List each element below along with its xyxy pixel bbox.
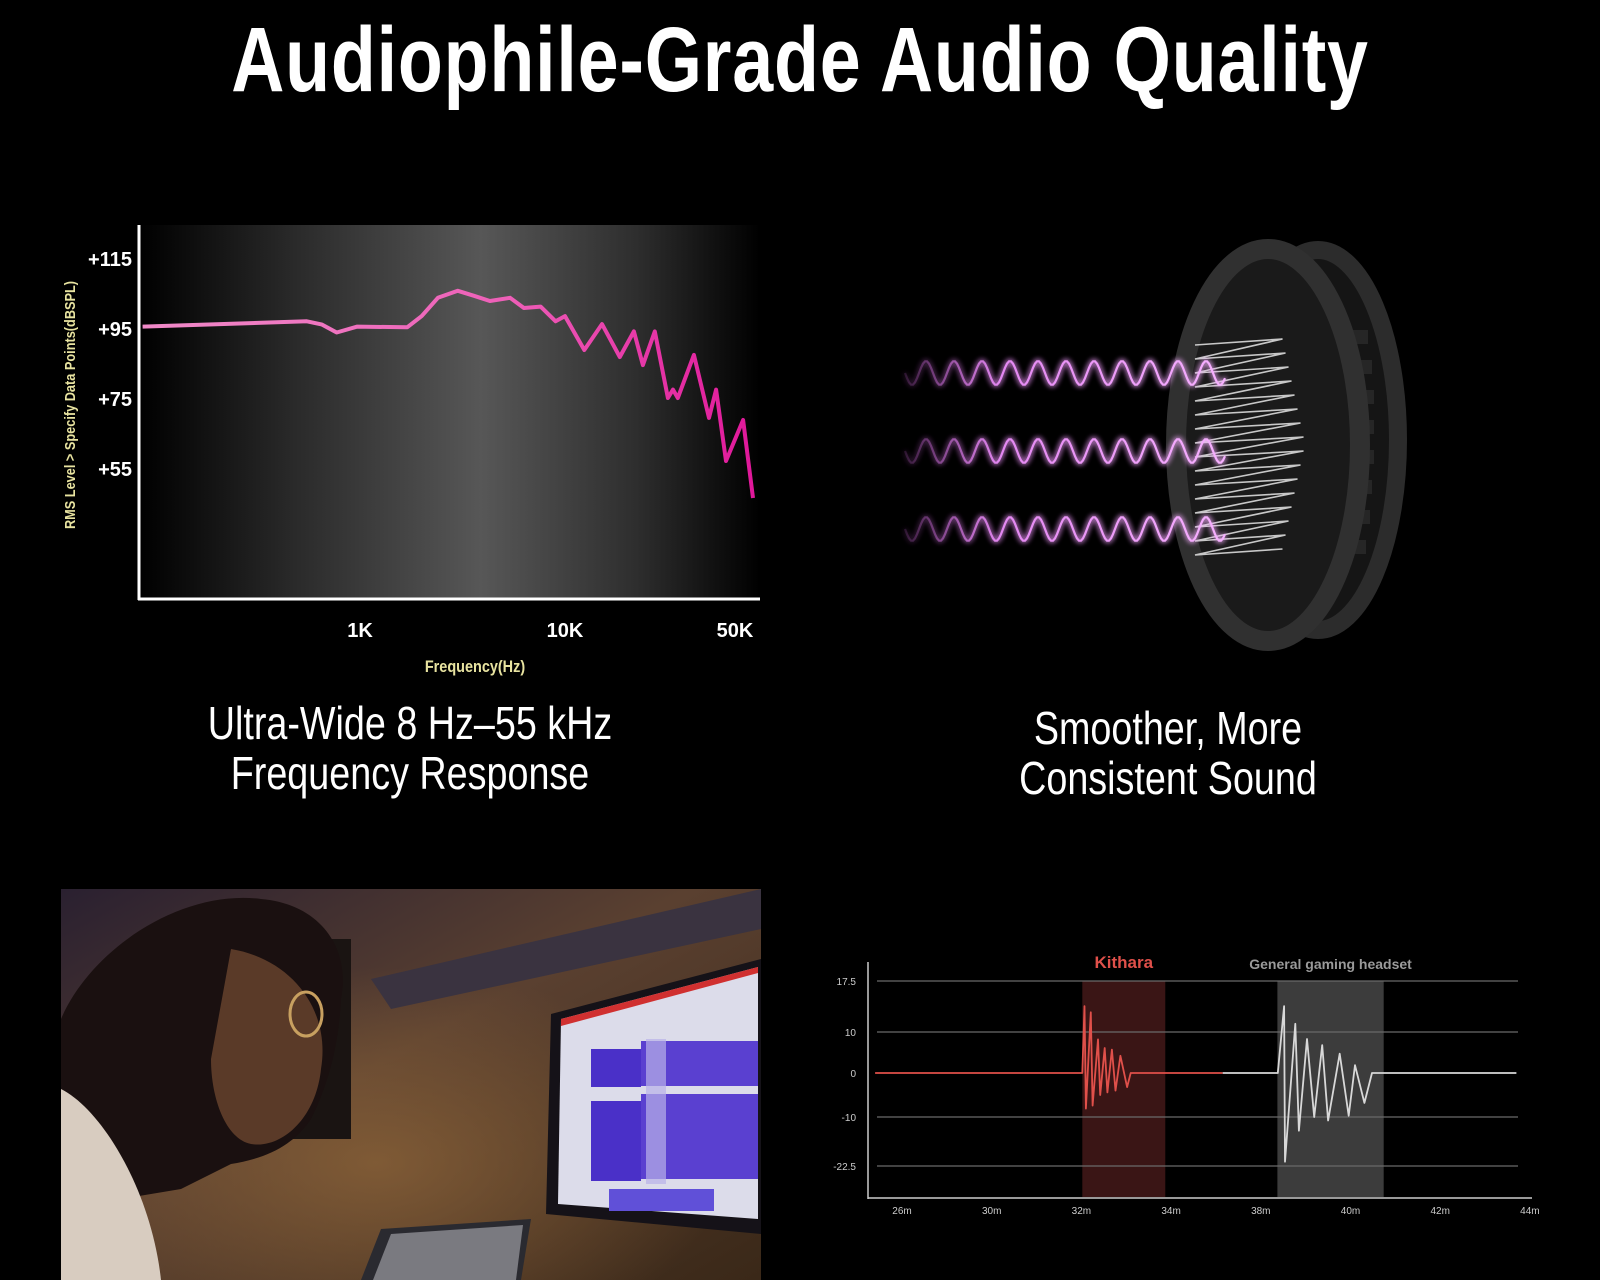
caption-line: Frequency Response [230, 747, 590, 799]
planar-driver-illustration [903, 239, 1407, 651]
feature-caption-consistency: Smoother, More Consistent Sound [868, 703, 1468, 803]
studio-photo [61, 889, 761, 1280]
y-tick-label: +75 [98, 389, 132, 411]
caption-line: Consistent Sound [1019, 752, 1317, 804]
laptop [361, 1219, 531, 1280]
frequency-response-line [142, 288, 755, 499]
caption-line: Smoother, More [1033, 702, 1303, 754]
x-tick-label: 30m [982, 1206, 1001, 1217]
y-tick-label: 0 [850, 1069, 856, 1080]
page-title: Audiophile-Grade Audio Quality [0, 8, 1600, 113]
y-tick-label: +115 [88, 249, 132, 271]
x-tick-label: 38m [1251, 1206, 1270, 1217]
series-line-kithara [875, 1005, 1223, 1110]
front-frame [1166, 239, 1370, 651]
impulse-response-chart: 17.5 10 0 -10 -22.5 26m 30m 32m 34m 38m 40m 42m 44m… [833, 953, 1539, 1217]
sine-wave [903, 360, 1226, 386]
plot-background [140, 225, 760, 599]
x-axis-label: Frequency(Hz) [425, 658, 525, 676]
y-tick-label: -22.5 [833, 1162, 856, 1173]
person [61, 897, 343, 1280]
x-tick-label: 44m [1520, 1206, 1539, 1217]
legend-general-gaming-headset: General gaming headset [1249, 956, 1412, 972]
y-tick-label: -10 [842, 1113, 857, 1124]
sine-wave [903, 516, 1226, 542]
caption-line: Ultra-Wide 8 Hz–55 kHz [207, 697, 613, 749]
x-tick-label: 40m [1341, 1206, 1360, 1217]
x-tick-label: 10K [547, 620, 584, 642]
x-tick-label: 1K [347, 620, 373, 642]
monitor [546, 959, 761, 1234]
highlight-band-kithara [1082, 981, 1166, 1197]
y-tick-label: +55 [98, 459, 132, 481]
y-tick-label: 10 [845, 1028, 857, 1039]
x-tick-label: 50K [717, 620, 754, 642]
x-tick-label: 34m [1161, 1206, 1180, 1217]
y-axis-label: RMS Level > Specify Data Points(dBSPL) [61, 281, 78, 529]
page-title-text: Audiophile-Grade Audio Quality [231, 9, 1369, 111]
highlight-band-general [1277, 981, 1384, 1197]
y-tick-label: +95 [98, 319, 132, 341]
sound-waves [903, 360, 1226, 542]
series-line-general [1222, 1005, 1517, 1163]
shelf [371, 889, 761, 1009]
x-tick-label: 42m [1430, 1206, 1449, 1217]
sine-wave [903, 438, 1226, 464]
x-tick-label: 26m [892, 1206, 911, 1217]
feature-caption-frequency: Ultra-Wide 8 Hz–55 kHz Frequency Respons… [110, 698, 710, 798]
frequency-response-chart: +115 +95 +75 +55 1K 10K 50K Frequency(Hz) RMS… [61, 225, 760, 676]
y-tick-label: 17.5 [837, 977, 857, 988]
x-tick-label: 32m [1072, 1206, 1091, 1217]
legend-kithara: Kithara [1094, 953, 1153, 972]
